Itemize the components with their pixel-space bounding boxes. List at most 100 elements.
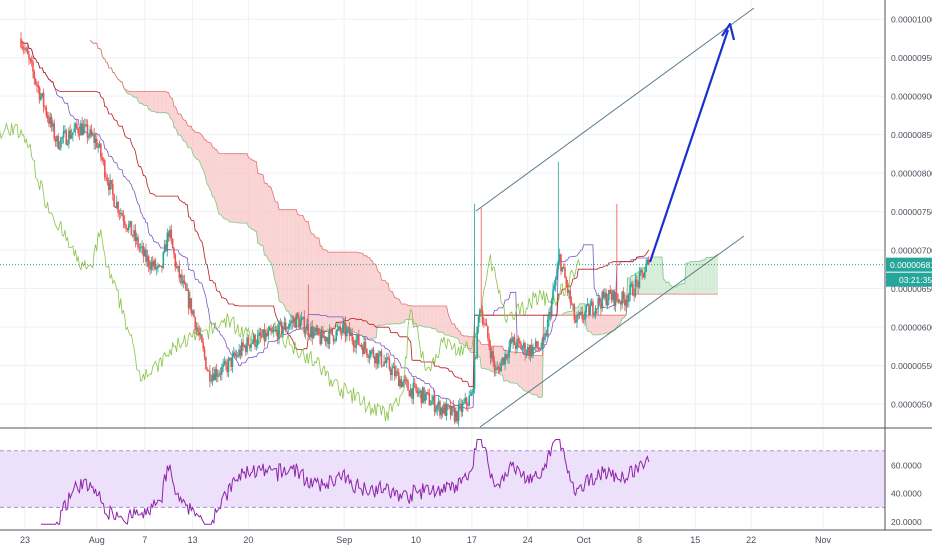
cloud-segment	[471, 337, 472, 353]
candle-body	[337, 329, 339, 330]
price-tick-label: 0.00000800	[891, 169, 932, 179]
candle-body	[59, 148, 61, 149]
cloud-segment	[417, 306, 418, 327]
candle-body	[210, 380, 212, 381]
price-tick-label: 0.00000850	[891, 130, 932, 140]
cloud-segment	[377, 270, 378, 325]
candle-body	[632, 284, 634, 296]
time-tick-label: 13	[188, 535, 198, 545]
candle-body	[112, 184, 114, 195]
cloud-segment	[207, 142, 208, 187]
cloud-segment	[312, 234, 313, 334]
rsi-tick-label: 60.0000	[891, 460, 922, 470]
candle-body	[518, 339, 520, 341]
cloud-segment	[161, 92, 162, 113]
candle-body	[635, 279, 637, 295]
cloud-segment	[570, 312, 571, 316]
cloud-segment	[141, 92, 142, 104]
cloud-segment	[189, 126, 190, 148]
cloud-segment	[705, 257, 706, 294]
candle-body	[318, 328, 320, 335]
cloud-segment	[296, 210, 297, 326]
price-tick-label: 0.00000600	[891, 322, 932, 332]
cloud-segment	[405, 304, 406, 320]
candle-body	[609, 290, 611, 294]
candle-body	[369, 356, 371, 357]
cloud-segment	[717, 254, 718, 294]
candle-body	[514, 337, 516, 345]
candle-body	[77, 128, 79, 133]
cloud-segment	[613, 315, 614, 331]
cloud-segment	[351, 252, 352, 332]
candle-body	[100, 144, 102, 157]
candle-body	[20, 38, 22, 46]
cloud-segment	[236, 154, 237, 223]
time-tick-label: 24	[523, 535, 533, 545]
time-tick-label: Oct	[577, 535, 592, 545]
cloud-segment	[348, 252, 349, 331]
cloud-segment	[225, 154, 226, 220]
candle-body	[30, 58, 32, 60]
cloud-segment	[682, 283, 683, 294]
cloud-segment	[420, 306, 421, 326]
cloud-segment	[618, 315, 619, 325]
cloud-segment	[179, 114, 180, 135]
candle-body	[140, 247, 142, 248]
candle-body	[27, 48, 29, 54]
candle-body	[88, 136, 90, 137]
cloud-segment	[604, 315, 605, 334]
cloud-segment	[608, 315, 609, 333]
candle-body	[629, 285, 631, 295]
cloud-segment	[175, 107, 176, 131]
cloud-segment	[182, 116, 183, 140]
indicator-lines	[0, 41, 718, 422]
candle-body	[260, 333, 262, 337]
cloud-segment	[609, 315, 610, 333]
cloud-segment	[306, 221, 307, 334]
candle-body	[163, 252, 165, 268]
cloud-segment	[166, 92, 167, 114]
cloud-segment	[423, 306, 424, 327]
cloud-segment	[292, 210, 293, 319]
cloud-segment	[413, 306, 414, 327]
cloud-segment	[195, 132, 196, 159]
cloud-segment	[433, 306, 434, 329]
candle-body	[508, 347, 510, 358]
candle-body	[217, 375, 219, 377]
cloud-segment	[219, 154, 220, 215]
cloud-segment	[379, 272, 380, 325]
cloud-segment	[657, 257, 658, 294]
cloud-segment	[689, 262, 690, 294]
cloud-segment	[373, 264, 374, 338]
time-tick-label: Aug	[89, 535, 105, 545]
cloud-segment	[322, 246, 323, 332]
cloud-segment	[201, 134, 202, 168]
cloud-segment	[364, 256, 365, 340]
candle-body	[176, 267, 178, 268]
candle-body	[105, 177, 107, 178]
candle-body	[250, 344, 252, 348]
candle-body	[67, 144, 69, 145]
cloud-segment	[588, 315, 589, 331]
cloud-segment	[444, 306, 445, 335]
candle-body	[256, 345, 258, 347]
cloud-segment	[202, 135, 203, 170]
candle-body	[300, 320, 302, 327]
cloud-segment	[392, 291, 393, 324]
cloud-segment	[142, 92, 143, 105]
cloud-segment	[614, 315, 615, 330]
cloud-segment	[380, 273, 381, 326]
cloud-segment	[342, 252, 343, 324]
candle-body	[571, 302, 573, 304]
candle-body	[123, 216, 125, 221]
cloud-segment	[194, 130, 195, 157]
candle-body	[334, 340, 336, 341]
cloud-segment	[667, 282, 668, 294]
cloud-segment	[320, 246, 321, 332]
candle-body	[201, 335, 203, 343]
cloud-segment	[381, 280, 382, 326]
candle-body	[173, 248, 175, 254]
cloud-segment	[319, 238, 320, 332]
